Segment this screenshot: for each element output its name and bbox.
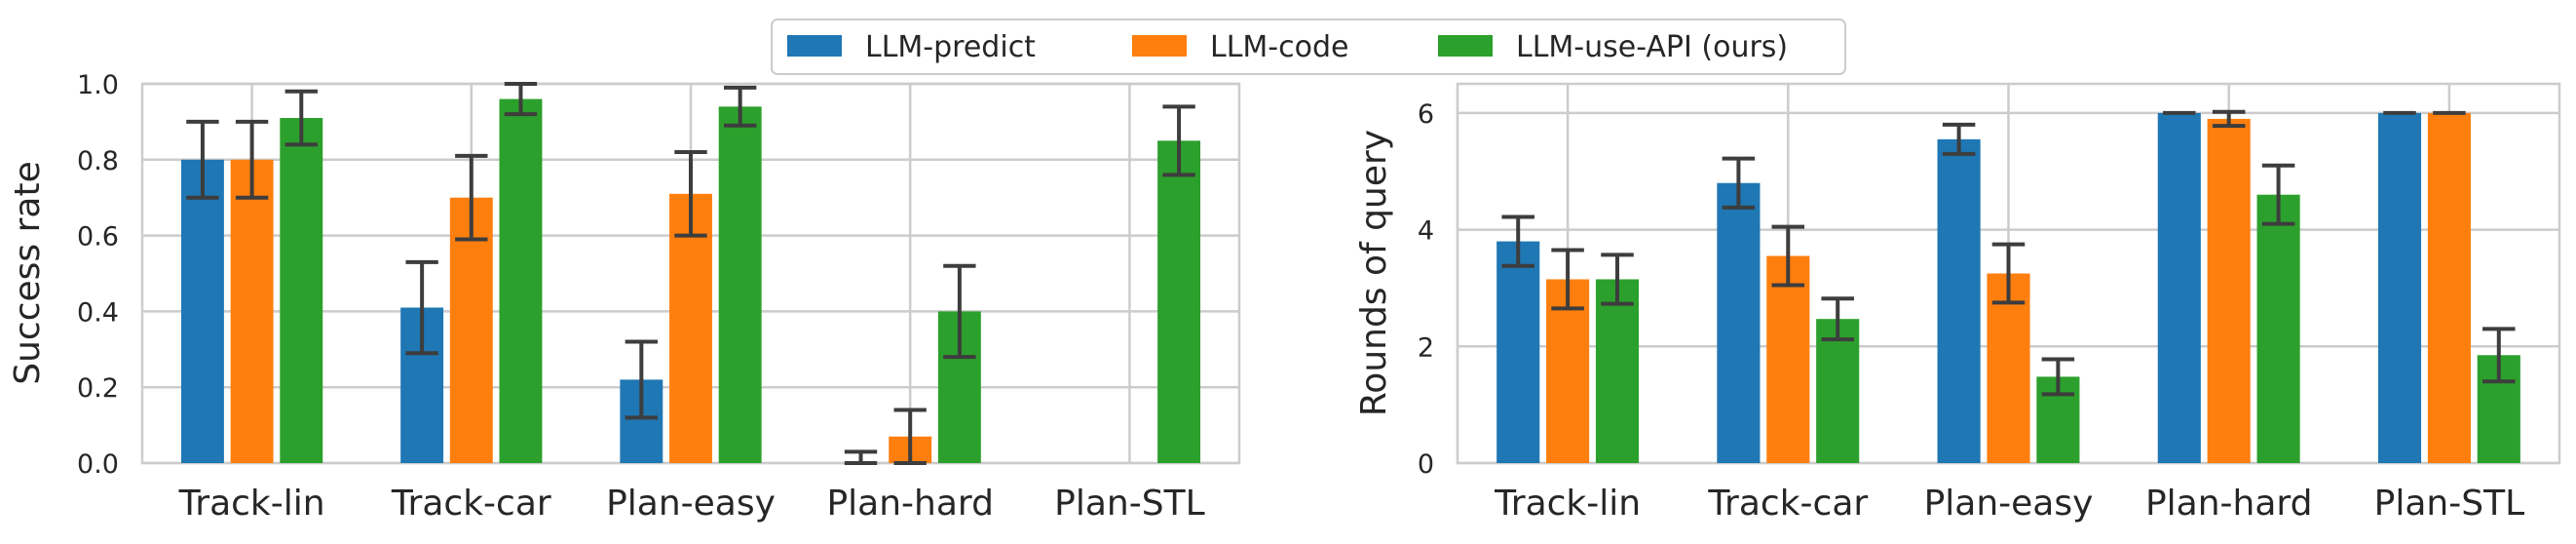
x-tick-label-plan-stl: Plan-STL (1054, 484, 1204, 524)
legend-label-llm-use-api-ours: LLM-use-API (ours) (1516, 30, 1788, 64)
error-bar-llm-use-api-ours-plan-stl (1162, 104, 1195, 177)
bar-llm-predict-track-lin (1496, 241, 1540, 463)
bar-llm-predict-plan-hard (2157, 112, 2201, 463)
error-bar-llm-use-api-ours-plan-hard (2261, 163, 2295, 226)
x-tick-label-track-lin: Track-lin (1494, 484, 1641, 524)
x-tick-label-plan-stl: Plan-STL (2374, 484, 2524, 524)
y-tick-label: 6 (1418, 99, 1434, 130)
error-bar-llm-use-api-ours-track-lin (1601, 253, 1634, 306)
y-tick-label: 0.4 (77, 297, 119, 328)
bar-llm-predict-plan-easy (1937, 138, 1981, 463)
error-bar-llm-use-api-ours-plan-easy (2041, 357, 2075, 397)
y-tick-label: 0.0 (77, 449, 119, 480)
bar-llm-use-api-ours-track-car (1816, 319, 1860, 463)
error-bar-llm-code-plan-hard (893, 408, 927, 465)
error-bar-llm-code-plan-easy (1991, 242, 2026, 305)
error-bar-llm-use-api-ours-plan-hard (943, 263, 976, 360)
bar-llm-code-track-car (449, 197, 493, 463)
bar-llm-use-api-ours-plan-stl (1157, 140, 1201, 463)
y-tick-label: 4 (1418, 216, 1434, 247)
error-bar-llm-code-track-lin (1551, 248, 1584, 311)
legend-swatch-llm-use-api-ours (1438, 35, 1493, 57)
x-tick-label-track-car: Track-car (1707, 484, 1868, 524)
y-tick-label: 0 (1418, 449, 1434, 480)
bar-llm-code-track-car (1766, 255, 1810, 463)
error-bar-llm-predict-track-lin (186, 119, 219, 200)
bar-llm-use-api-ours-track-lin (280, 118, 323, 463)
bar-llm-use-api-ours-plan-hard (2256, 194, 2300, 463)
bar-llm-use-api-ours-track-car (499, 98, 543, 463)
legend-frame (771, 19, 1846, 75)
success-rate-chart: 0.0 0.2 0.4 0.6 0.8 1.0 Success rate Track-lin T… (8, 70, 1241, 524)
error-bar-llm-predict-track-lin (1501, 214, 1534, 268)
error-bar-llm-code-plan-hard (2212, 109, 2246, 129)
y-tick-label: 0.6 (77, 222, 119, 253)
error-bar-llm-use-api-ours-plan-easy (723, 85, 757, 128)
bar-llm-use-api-ours-track-lin (1595, 279, 1640, 463)
error-bar-llm-use-api-ours-plan-stl (2482, 327, 2516, 384)
error-bar-llm-use-api-ours-track-car (504, 82, 538, 117)
bar-llm-code-track-lin (230, 159, 274, 464)
error-bar-llm-code-track-lin (235, 119, 269, 200)
error-bar-llm-predict-track-car (1722, 156, 1756, 210)
error-bar-llm-predict-track-car (405, 259, 438, 356)
bar-llm-predict-track-lin (180, 159, 224, 464)
y-tick-label: 1.0 (77, 70, 119, 100)
legend-label-llm-code: LLM-code (1210, 30, 1349, 64)
bar-llm-code-plan-stl (2427, 112, 2471, 463)
error-bar-llm-predict-plan-hard (844, 449, 878, 465)
x-tick-label-track-lin: Track-lin (178, 484, 325, 524)
bar-llm-code-plan-easy (669, 193, 712, 463)
bar-llm-predict-track-car (1717, 182, 1761, 463)
x-tick-label-plan-easy: Plan-easy (1924, 484, 2094, 524)
error-bar-llm-code-plan-easy (674, 150, 707, 238)
y-tick-label: 0.8 (77, 146, 119, 176)
bar-llm-code-plan-easy (1987, 273, 2030, 463)
bar-llm-predict-plan-stl (2377, 112, 2422, 463)
legend-label-llm-predict: LLM-predict (865, 30, 1036, 64)
y-axis-label: Success rate (8, 161, 48, 384)
y-tick-label: 2 (1418, 332, 1434, 363)
x-tick-label-track-car: Track-car (391, 484, 551, 524)
y-tick-label: 0.2 (77, 373, 119, 404)
error-bar-llm-predict-plan-easy (625, 339, 659, 420)
x-tick-label-plan-hard: Plan-hard (2145, 484, 2312, 524)
error-bar-llm-predict-plan-easy (1942, 122, 1976, 156)
error-bar-llm-code-track-car (1771, 224, 1805, 288)
bar-llm-code-plan-hard (2207, 118, 2251, 464)
legend-swatch-llm-code (1132, 35, 1187, 57)
y-axis-label: Rounds of query (1354, 130, 1394, 416)
bar-llm-use-api-ours-plan-easy (718, 106, 762, 463)
error-bar-llm-use-api-ours-track-lin (284, 89, 318, 147)
error-bar-llm-code-track-car (455, 153, 488, 242)
legend-swatch-llm-predict (787, 35, 842, 57)
error-bar-llm-use-api-ours-track-car (1821, 296, 1854, 342)
legend: LLM-predict LLM-code LLM-use-API (ours) (771, 19, 1846, 75)
rounds-of-query-chart: 0 2 4 6 Rounds of query Track-lin Track-car Pla… (1354, 82, 2561, 524)
x-tick-label-plan-hard: Plan-hard (826, 484, 993, 524)
x-tick-label-plan-easy: Plan-easy (606, 484, 776, 524)
